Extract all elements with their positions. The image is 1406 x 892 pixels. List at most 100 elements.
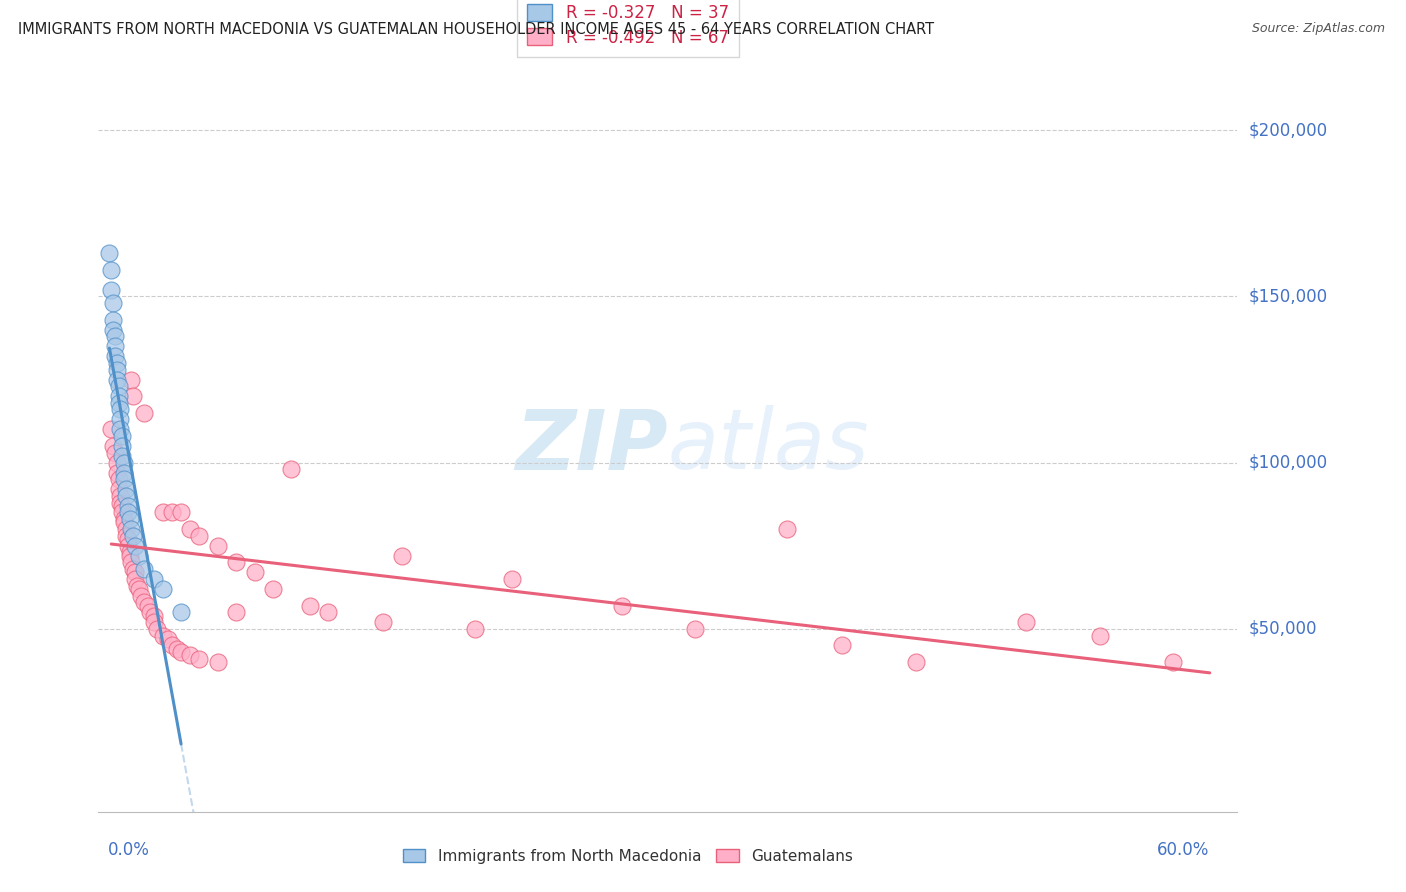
Point [160,506,183,520]
Point [129,589,152,603]
Point [124,539,146,553]
Point [391,549,413,563]
Point [776,522,799,536]
Point [115,489,138,503]
Text: $200,000: $200,000 [1249,121,1327,139]
Point [118,512,141,526]
Point [110,412,132,426]
Point [101,323,124,337]
Point [610,599,633,613]
Point [1088,628,1111,642]
Point [157,632,180,646]
Point [128,549,150,563]
Point [101,312,124,326]
Point [136,599,159,613]
Point [121,522,143,536]
Point [831,639,853,653]
Point [117,506,139,520]
Point [107,379,129,393]
Point [207,655,229,669]
Point [142,608,165,623]
Point [125,579,148,593]
Point [115,522,138,536]
Point [110,495,132,509]
Point [207,539,229,553]
Point [107,389,129,403]
Point [160,639,183,653]
Point [117,499,139,513]
Point [117,539,139,553]
Point [134,406,156,420]
Text: Source: ZipAtlas.com: Source: ZipAtlas.com [1251,22,1385,36]
Point [166,641,188,656]
Text: $50,000: $50,000 [1249,620,1317,638]
Point [122,529,145,543]
Point [142,572,165,586]
Point [98,246,121,260]
Text: ZIP: ZIP [515,406,668,486]
Point [111,499,134,513]
Point [170,506,193,520]
Point [188,529,211,543]
Point [139,605,162,619]
Point [464,622,486,636]
Point [104,349,127,363]
Point [112,456,135,470]
Point [262,582,284,596]
Point [111,439,134,453]
Point [152,628,174,642]
Point [225,555,247,569]
Point [298,599,321,613]
Point [112,466,135,480]
Point [105,362,128,376]
Point [118,545,141,559]
Point [128,582,150,596]
Text: 60.0%: 60.0% [1157,841,1209,859]
Point [101,439,124,453]
Point [280,462,302,476]
Point [152,506,174,520]
Text: IMMIGRANTS FROM NORTH MACEDONIA VS GUATEMALAN HOUSEHOLDER INCOME AGES 45 - 64 YE: IMMIGRANTS FROM NORTH MACEDONIA VS GUATE… [18,22,935,37]
Point [107,482,129,496]
Point [122,562,145,576]
Text: $150,000: $150,000 [1249,287,1327,305]
Point [685,622,707,636]
Point [112,472,135,486]
Point [112,516,135,530]
Point [104,445,127,459]
Point [152,582,174,596]
Point [188,652,211,666]
Point [104,339,127,353]
Point [501,572,523,586]
Point [122,389,145,403]
Point [100,283,122,297]
Point [111,506,134,520]
Point [105,356,128,370]
Point [110,422,132,436]
Point [107,472,129,486]
Point [115,529,138,543]
Text: 0.0%: 0.0% [108,841,149,859]
Point [142,615,165,630]
Point [117,532,139,546]
Point [110,489,132,503]
Point [100,262,122,277]
Point [107,396,129,410]
Point [146,622,169,636]
Point [105,456,128,470]
Point [111,429,134,443]
Point [121,555,143,569]
Point [104,329,127,343]
Point [105,372,128,386]
Point [170,645,193,659]
Point [110,402,132,417]
Point [170,605,193,619]
Point [134,595,156,609]
Text: atlas: atlas [668,406,869,486]
Point [112,512,135,526]
Point [115,482,138,496]
Point [371,615,394,630]
Point [1015,615,1038,630]
Point [225,605,247,619]
Point [134,562,156,576]
